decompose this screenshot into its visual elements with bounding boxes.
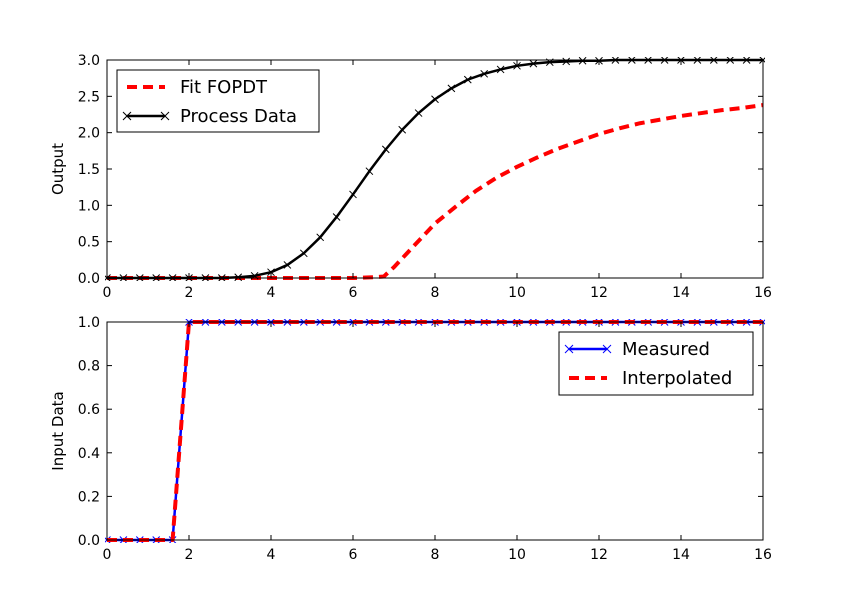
- data-point: [381, 145, 390, 154]
- data-point: [283, 261, 292, 269]
- y-tick-label: 2.5: [78, 89, 100, 105]
- y-axis-label: Output: [49, 143, 67, 195]
- x-tick-label: 6: [349, 547, 358, 563]
- y-tick-label: 3.0: [78, 53, 100, 69]
- y-tick-label: 0.5: [78, 235, 100, 251]
- legend-box: [558, 331, 754, 396]
- y-tick-label: 0.4: [78, 446, 100, 462]
- input-plot: 0 2 4 6 8 10 12 14 16 0.0 0.2 0.4 0.6 0.8 1.0 Input Dat…: [49, 315, 772, 563]
- y-tick-label: 1.5: [78, 162, 100, 178]
- y-tick-label: 0.8: [78, 359, 100, 375]
- x-tick-label: 4: [267, 285, 276, 301]
- x-tick-label: 12: [590, 547, 608, 563]
- x-tick-label: 2: [185, 547, 194, 563]
- x-tick-label: 0: [103, 547, 112, 563]
- legend-label: Measured: [622, 339, 710, 360]
- y-tick-label: 1.0: [78, 198, 100, 214]
- y-tick-label: 0.6: [78, 402, 100, 418]
- y-axis-label: Input Data: [49, 391, 67, 470]
- data-point: [349, 190, 357, 199]
- data-point: [480, 69, 489, 78]
- x-tick-label: 16: [754, 285, 772, 301]
- data-point: [234, 273, 243, 281]
- x-tick-label: 10: [508, 547, 526, 563]
- legend-label: Interpolated: [622, 368, 732, 389]
- x-tick-label: 6: [349, 285, 358, 301]
- data-point: [496, 65, 505, 74]
- data-point: [332, 213, 341, 221]
- x-tick-label: 4: [267, 547, 276, 563]
- legend: Measured Interpolated: [558, 331, 754, 396]
- y-tick-label: 0.2: [78, 489, 100, 505]
- data-point: [299, 249, 308, 258]
- legend-entry-measured: Measured: [564, 339, 710, 360]
- legend-box: [116, 69, 320, 133]
- y-tick-label: 1.0: [78, 315, 100, 331]
- legend-label: Process Data: [180, 106, 297, 127]
- y-tick-label: 0.0: [78, 533, 100, 549]
- data-point: [529, 59, 538, 68]
- data-point: [365, 167, 374, 176]
- output-plot: 0 2 4 6 8 10 12 14 16 0.0 0.5 1.0 1.5 2.0 2.5 3.0 Output…: [49, 53, 772, 301]
- x-tick-label: 10: [508, 285, 526, 301]
- x-tick-label: 0: [103, 285, 112, 301]
- data-point: [562, 57, 571, 66]
- data-point: [267, 268, 275, 277]
- x-tick-label: 8: [431, 285, 440, 301]
- data-point: [578, 57, 587, 65]
- y-tick-label: 2.0: [78, 126, 100, 142]
- legend: Fit FOPDT Process Data: [116, 69, 320, 133]
- data-point: [463, 75, 472, 84]
- data-point: [316, 233, 325, 242]
- x-tick-label: 14: [672, 547, 690, 563]
- data-point: [414, 109, 423, 117]
- data-point: [398, 125, 407, 134]
- x-tick-label: 16: [754, 547, 772, 563]
- data-point: [431, 95, 439, 104]
- x-tick-label: 8: [431, 547, 440, 563]
- legend-label: Fit FOPDT: [180, 77, 268, 98]
- legend-entry-process-data: Process Data: [122, 106, 297, 127]
- data-point: [447, 84, 456, 93]
- legend-entry-fit-fopdt: Fit FOPDT: [127, 77, 268, 98]
- legend-entry-interpolated: Interpolated: [569, 368, 732, 389]
- x-tick-label: 2: [185, 285, 194, 301]
- data-point: [513, 61, 521, 70]
- x-tick-label: 12: [590, 285, 608, 301]
- x-tick-label: 14: [672, 285, 690, 301]
- y-tick-label: 0.0: [78, 271, 100, 287]
